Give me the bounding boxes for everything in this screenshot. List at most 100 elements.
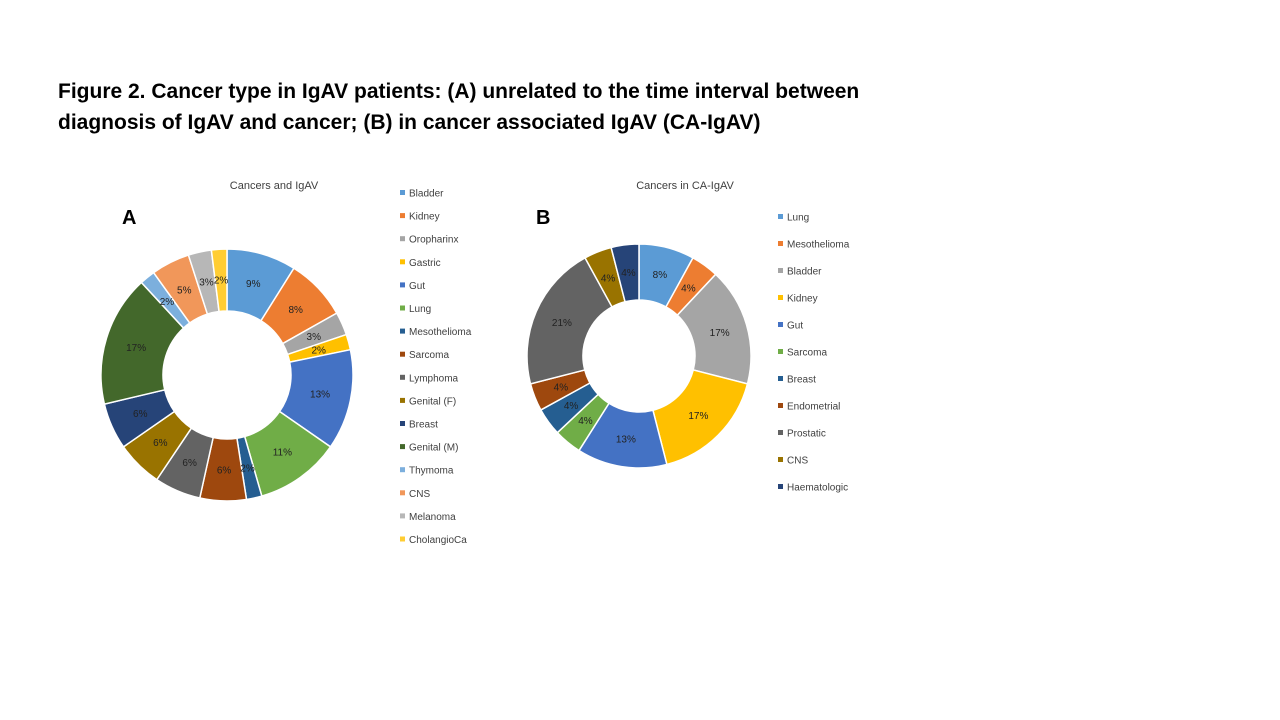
chart-a-label-genital-f: 6% xyxy=(153,438,168,449)
chart-a-legend-swatch-cns xyxy=(400,490,405,496)
chart-b-legend-swatch-lung xyxy=(778,214,783,219)
chart-a-legend-swatch-gastric xyxy=(400,259,405,265)
chart-a-legend-lymphoma: Lymphoma xyxy=(409,373,459,384)
chart-a-legend-swatch-melanoma xyxy=(400,513,405,519)
chart-a-panel-letter: A xyxy=(122,207,136,229)
chart-a-legend-swatch-cholangioca xyxy=(400,536,405,542)
chart-b-legend-mesothelioma: Mesothelioma xyxy=(787,240,850,251)
chart-a-label-bladder: 9% xyxy=(246,279,261,290)
chart-b-label-endometrial: 4% xyxy=(554,382,569,393)
chart-a-legend-sarcoma: Sarcoma xyxy=(409,350,449,361)
chart-a-legend-swatch-kidney xyxy=(400,213,405,219)
chart-a-legend-swatch-thymoma xyxy=(400,467,405,473)
chart-a-legend-swatch-lung xyxy=(400,305,405,311)
chart-b-legend-swatch-endometrial xyxy=(778,403,783,408)
chart-b-legend-lung: Lung xyxy=(787,213,809,224)
chart-b-label-cns: 4% xyxy=(601,273,616,284)
chart-b-legend-prostatic: Prostatic xyxy=(787,429,826,440)
chart-a-label-cns: 5% xyxy=(177,286,192,297)
chart-b-label-breast: 4% xyxy=(564,401,579,412)
chart-b-legend-swatch-gut xyxy=(778,322,783,327)
figure-caption: Figure 2. Cancer type in IgAV patients: … xyxy=(58,76,958,138)
chart-a-legend-swatch-gut xyxy=(400,282,405,288)
chart-a-label-gastric: 2% xyxy=(311,346,326,357)
chart-b-legend: Lung Mesothelioma Bladder Kidney Gut Sarcoma B… xyxy=(778,213,850,494)
chart-a-legend-swatch-genital-f xyxy=(400,397,405,403)
chart-a-legend-breast: Breast xyxy=(409,420,438,431)
chart-b-label-prostatic: 21% xyxy=(552,318,572,329)
chart-b-legend-swatch-kidney xyxy=(778,295,783,300)
chart-a-legend-oropharinx: Oropharinx xyxy=(409,235,458,246)
chart-a-legend-genital-m: Genital (M) xyxy=(409,443,458,454)
chart-a-legend-cholangioca: CholangioCa xyxy=(409,535,467,546)
chart-b-label-kidney: 17% xyxy=(688,411,708,422)
chart-a-label-oropharinx: 3% xyxy=(307,332,322,343)
chart-a-legend: Bladder Kidney Oropharinx Gastric Gut Lung Mes… xyxy=(400,189,472,546)
chart-a-label-genital-m: 17% xyxy=(126,343,146,354)
chart-b-legend-bladder: Bladder xyxy=(787,267,822,278)
chart-b-label-sarcoma: 4% xyxy=(578,416,593,427)
chart-b-slice-prostatic xyxy=(526,256,614,385)
chart-b-legend-kidney: Kidney xyxy=(787,294,818,305)
chart-b-legend-swatch-breast xyxy=(778,376,783,381)
chart-b-label-mesothelioma: 4% xyxy=(681,284,696,295)
chart-a-legend-gastric: Gastric xyxy=(409,258,441,269)
chart-a-label-lymphoma: 6% xyxy=(182,458,197,469)
chart-b-legend-swatch-sarcoma xyxy=(778,349,783,354)
chart-a-legend-bladder: Bladder xyxy=(409,189,444,200)
chart-b-slice-haematologic xyxy=(610,243,640,303)
chart-b-slices xyxy=(526,243,752,469)
chart-a-label-thymoma: 2% xyxy=(160,297,175,308)
chart-a-legend-swatch-sarcoma xyxy=(400,351,405,357)
chart-a-data-labels: 9%8%3%2%13%11%2%6%6%6%6%17%2%5%3% 2% xyxy=(126,276,330,477)
chart-b-panel-letter: B xyxy=(536,207,550,229)
chart-a-legend-swatch-mesothelioma xyxy=(400,328,405,334)
chart-a-legend-swatch-oropharinx xyxy=(400,236,405,242)
chart-b-legend-swatch-prostatic xyxy=(778,430,783,435)
chart-b-label-haematologic: 4% xyxy=(621,268,636,279)
chart-a-title: Cancers and IgAV xyxy=(230,180,319,192)
chart-a-legend-mesothelioma: Mesothelioma xyxy=(409,327,472,338)
chart-b-label-bladder: 17% xyxy=(710,328,730,339)
chart-a-legend-gut: Gut xyxy=(409,281,425,292)
chart-b-title: Cancers in CA-IgAV xyxy=(636,180,734,192)
chart-a-label-gut: 13% xyxy=(310,390,330,401)
chart-a-slices xyxy=(100,248,354,502)
chart-a-legend-swatch-lymphoma xyxy=(400,374,405,380)
chart-a-legend-kidney: Kidney xyxy=(409,212,440,223)
chart-a-legend-melanoma: Melanoma xyxy=(409,512,456,523)
chart-a-legend-genital-f: Genital (F) xyxy=(409,396,456,407)
caption-line-1: Figure 2. Cancer type in IgAV patients: … xyxy=(58,80,860,103)
chart-b-label-lung: 8% xyxy=(653,270,668,281)
chart-a-legend-thymoma: Thymoma xyxy=(409,466,454,477)
chart-a-legend-cns: CNS xyxy=(409,489,430,500)
caption-line-2: diagnosis of IgAV and cancer; (B) in can… xyxy=(58,111,761,134)
chart-b-legend-swatch-haematologic xyxy=(778,484,783,489)
chart-a-label-sarcoma: 6% xyxy=(217,465,232,476)
chart-a-label-melanoma: 3% xyxy=(199,278,214,289)
chart-b-legend-swatch-bladder xyxy=(778,268,783,273)
chart-a-legend-lung: Lung xyxy=(409,304,431,315)
chart-b-legend-haematologic: Haematologic xyxy=(787,483,848,494)
chart-b-legend-sarcoma: Sarcoma xyxy=(787,348,827,359)
chart-a-slice-cholangioca xyxy=(210,248,228,313)
chart-a-label-breast: 6% xyxy=(133,409,148,420)
chart-a-legend-swatch-breast xyxy=(400,421,405,426)
chart-a-label-kidney: 8% xyxy=(288,305,303,316)
chart-b-data-labels: 8% 4% 17% 17% 13% 4% 4% 4% 21% 4% 4% xyxy=(552,268,730,445)
chart-b: Cancers in CA-IgAV B 8% 4% 17% 17% 13% 4% 4% 4%… xyxy=(526,180,850,494)
chart-a-label-mesothelioma: 2% xyxy=(240,463,255,474)
chart-a-label-lung: 11% xyxy=(273,448,292,459)
chart-a-legend-swatch-genital-m xyxy=(400,444,405,450)
chart-b-legend-swatch-mesothelioma xyxy=(778,241,783,246)
chart-a: Cancers and IgAV A 9%8%3%2%13%11%2%6%6%6… xyxy=(100,180,472,546)
chart-b-legend-cns: CNS xyxy=(787,456,808,467)
chart-b-legend-swatch-cns xyxy=(778,457,783,462)
chart-b-legend-breast: Breast xyxy=(787,375,816,386)
chart-b-legend-gut: Gut xyxy=(787,321,803,332)
chart-a-label-cholangioca: 2% xyxy=(214,276,229,287)
chart-a-legend-swatch-bladder xyxy=(400,190,405,195)
chart-b-legend-endometrial: Endometrial xyxy=(787,402,840,413)
chart-b-label-gut: 13% xyxy=(616,434,636,445)
